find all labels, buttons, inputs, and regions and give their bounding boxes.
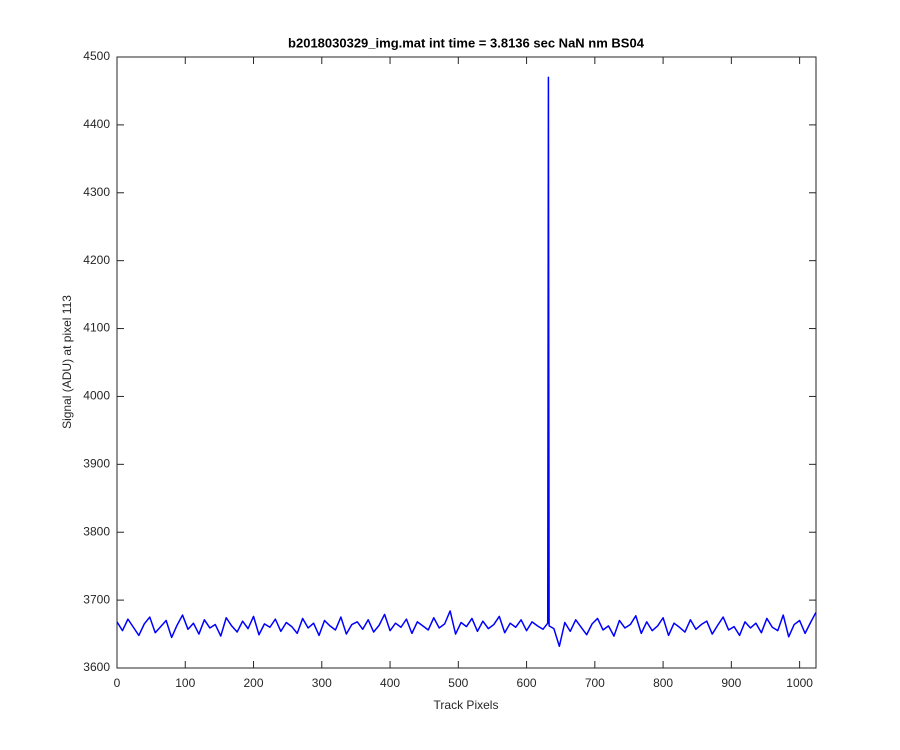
chart-title: b2018030329_img.mat int time = 3.8136 se… [288,35,645,50]
x-tick-label: 300 [312,676,332,690]
x-axis-label: Track Pixels [434,698,499,712]
x-tick-label: 600 [517,676,537,690]
x-tick-label: 400 [380,676,400,690]
y-tick-label: 3600 [83,660,110,674]
y-tick-label: 3700 [83,592,110,606]
y-tick-label: 4100 [83,321,110,335]
y-tick-label: 4200 [83,253,110,267]
y-tick-label: 3900 [83,457,110,471]
y-tick-label: 4500 [83,49,110,63]
plot-box [116,56,817,669]
x-tick-label: 500 [448,676,468,690]
x-tick-label: 1000 [786,676,813,690]
x-tick-label: 0 [114,676,121,690]
x-tick-label: 700 [585,676,605,690]
x-tick-label: 200 [244,676,264,690]
x-tick-label: 100 [175,676,195,690]
y-tick-label: 4000 [83,389,110,403]
y-tick-label: 4300 [83,185,110,199]
x-tick-label: 900 [721,676,741,690]
x-tick-label: 800 [653,676,673,690]
y-axis-label: Signal (ADU) at pixel 113 [60,295,74,429]
y-tick-label: 4400 [83,117,110,131]
y-tick-label: 3800 [83,524,110,538]
line-series [116,76,817,648]
